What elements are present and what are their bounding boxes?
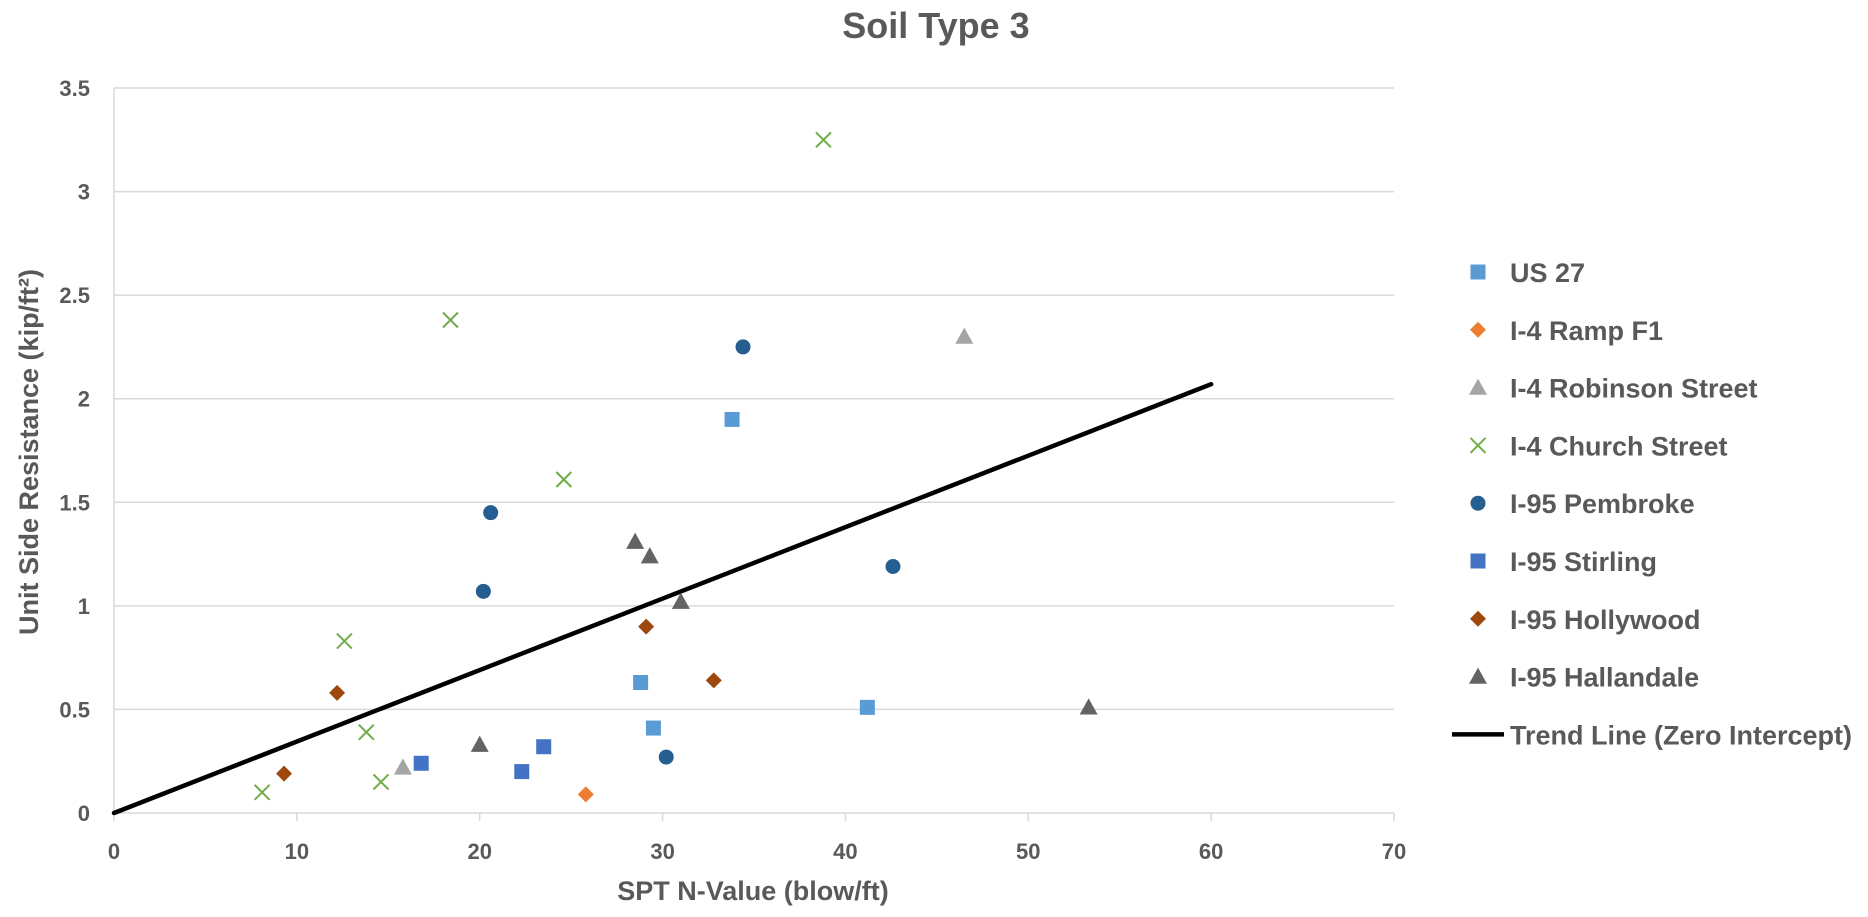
- x-tick-label: 60: [1199, 839, 1223, 864]
- data-point-us-27: [859, 699, 875, 715]
- legend-label-us-27: US 27: [1510, 258, 1585, 288]
- data-point-i-95-hallandale: [470, 735, 489, 752]
- legend-marker-i-4-church-street: [1469, 437, 1487, 454]
- data-point-i-95-hollywood: [329, 684, 346, 701]
- data-point-i-95-hollywood: [705, 672, 722, 689]
- data-point-i-95-pembroke: [483, 505, 499, 521]
- chart-title: Soil Type 3: [842, 5, 1029, 46]
- legend-marker-i-95-hallandale: [1469, 667, 1487, 684]
- data-point-i-95-pembroke: [735, 339, 751, 355]
- data-point-i-4-church-street: [815, 131, 832, 148]
- data-point-i-95-pembroke: [885, 559, 901, 574]
- gridlines: [114, 87, 1394, 711]
- data-point-i-95-hallandale: [640, 547, 659, 564]
- trend-line: [111, 381, 1214, 816]
- y-tick-label: 1: [78, 594, 90, 619]
- data-point-i-95-stirling: [413, 755, 429, 771]
- x-tick-label: 0: [108, 839, 120, 864]
- x-tick-label: 10: [285, 839, 309, 864]
- data-point-i-4-robinson-street: [955, 327, 974, 344]
- data-point-i-4-church-street: [372, 773, 390, 791]
- data-point-i-4-church-street: [555, 471, 573, 488]
- x-tick-label: 30: [650, 839, 674, 864]
- data-point-i-4-ramp-f1: [577, 786, 594, 803]
- data-point-i-95-hallandale: [671, 592, 690, 609]
- data-point-i-4-church-street: [253, 784, 271, 801]
- y-tick-label: 0: [78, 801, 90, 826]
- legend-marker-i-4-robinson-street: [1469, 378, 1487, 395]
- data-point-i-95-hallandale: [1079, 698, 1098, 715]
- y-tick-label: 3.5: [59, 76, 90, 101]
- data-point-i-95-hollywood: [638, 618, 655, 635]
- legend-label-i-4-robinson-street: I-4 Robinson Street: [1510, 374, 1758, 404]
- y-tick-label: 2.5: [59, 283, 90, 308]
- y-tick-label: 1.5: [59, 490, 90, 515]
- data-point-i-4-church-street: [358, 724, 375, 741]
- axes: [113, 88, 1395, 821]
- y-tick-label: 2: [78, 387, 90, 412]
- data-point-i-95-hallandale: [626, 532, 645, 549]
- data-point-i-95-stirling: [514, 764, 530, 780]
- data-point-i-95-hollywood: [276, 765, 293, 782]
- x-tick-label: 70: [1382, 839, 1406, 864]
- tick-labels: 0 0.5 1 1.5 2 2.5 3 3.5 0 10 20 30 40 50 60 70: [59, 76, 1406, 864]
- legend-label-i-95-hollywood: I-95 Hollywood: [1510, 605, 1701, 635]
- legend: US 27 I-4 Ramp F1 I-4 Robinson Street I-4 C…: [1452, 258, 1852, 750]
- y-axis-title: Unit Side Resistance (kip/ft²): [14, 269, 44, 635]
- trend-line-layer: [111, 381, 1214, 816]
- legend-marker-i-95-hollywood: [1470, 610, 1486, 627]
- x-tick-label: 20: [467, 839, 491, 864]
- data-point-us-27: [633, 675, 649, 690]
- x-tick-label: 50: [1016, 839, 1040, 864]
- x-tick-label: 40: [833, 839, 857, 864]
- legend-label-i-95-pembroke: I-95 Pembroke: [1510, 489, 1695, 519]
- legend-label-i-95-stirling: I-95 Stirling: [1510, 547, 1657, 577]
- data-point-us-27: [724, 411, 740, 427]
- data-point-i-4-robinson-street: [393, 758, 412, 775]
- legend-label-i-4-ramp-f1: I-4 Ramp F1: [1510, 316, 1663, 346]
- data-point-us-27: [645, 720, 661, 736]
- data-point-i-95-pembroke: [475, 583, 491, 599]
- legend-label-trend-line: Trend Line (Zero Intercept): [1510, 720, 1852, 750]
- x-axis-title: SPT N-Value (blow/ft): [617, 876, 889, 906]
- legend-marker-i-4-ramp-f1: [1470, 321, 1486, 338]
- legend-marker-i-95-stirling: [1470, 553, 1486, 569]
- data-point-i-95-pembroke: [658, 749, 674, 765]
- y-tick-label: 3: [78, 180, 90, 205]
- legend-label-i-4-church-street: I-4 Church Street: [1510, 431, 1728, 461]
- data-points: [253, 131, 1098, 803]
- data-point-i-4-church-street: [442, 311, 459, 329]
- data-point-i-4-church-street: [336, 632, 353, 650]
- legend-marker-i-95-pembroke: [1470, 495, 1486, 511]
- legend-marker-us-27: [1470, 264, 1486, 280]
- legend-label-i-95-hallandale: I-95 Hallandale: [1510, 663, 1699, 693]
- data-point-i-95-stirling: [536, 739, 552, 755]
- y-tick-label: 0.5: [59, 697, 90, 722]
